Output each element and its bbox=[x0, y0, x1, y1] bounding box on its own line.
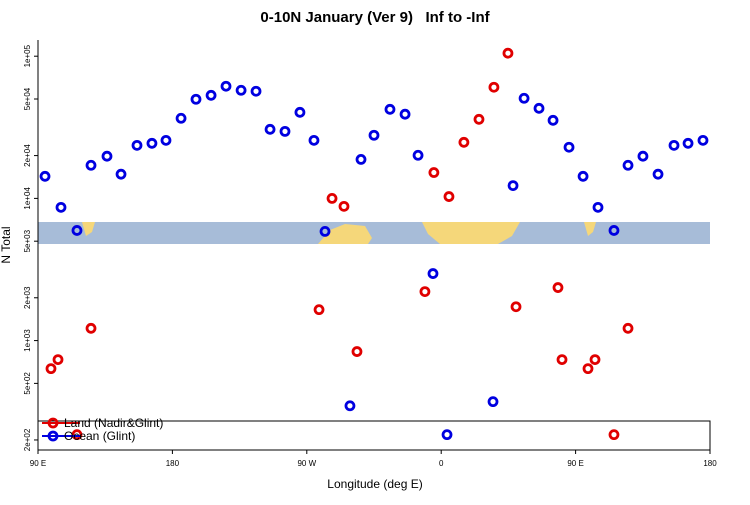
point bbox=[443, 191, 455, 202]
y-tick-label: 5e+03 bbox=[23, 229, 32, 252]
point bbox=[264, 123, 276, 135]
ocean-strip bbox=[38, 222, 710, 244]
point bbox=[487, 396, 499, 408]
point bbox=[250, 85, 262, 97]
y-tick-label: 1e+04 bbox=[23, 187, 32, 210]
point bbox=[518, 92, 530, 104]
point bbox=[368, 129, 380, 141]
point bbox=[582, 363, 594, 375]
point bbox=[608, 429, 620, 441]
point bbox=[85, 322, 97, 334]
point bbox=[235, 84, 247, 96]
point bbox=[351, 346, 363, 357]
y-tick-label: 2e+02 bbox=[23, 428, 32, 451]
point bbox=[507, 180, 519, 192]
point bbox=[419, 286, 431, 298]
point bbox=[608, 225, 620, 236]
point bbox=[101, 150, 113, 162]
point bbox=[441, 429, 453, 441]
point bbox=[488, 81, 500, 93]
y-axis-label: N Total bbox=[0, 226, 13, 263]
point bbox=[556, 354, 568, 365]
x-tick-label: 180 bbox=[166, 459, 180, 468]
point bbox=[85, 159, 97, 171]
point bbox=[52, 354, 64, 365]
land bbox=[422, 222, 520, 244]
point bbox=[592, 201, 604, 213]
point bbox=[131, 139, 143, 151]
map-strip bbox=[38, 222, 710, 244]
point bbox=[458, 136, 470, 148]
point bbox=[146, 137, 158, 149]
point bbox=[338, 200, 350, 212]
point bbox=[294, 106, 306, 118]
y-tick-label: 1e+03 bbox=[23, 329, 32, 352]
point bbox=[412, 149, 424, 161]
point bbox=[220, 80, 232, 92]
point bbox=[55, 201, 67, 213]
x-tick-label: 0 bbox=[439, 459, 444, 468]
chart-title: 0-10N January (Ver 9) Inf to -Inf bbox=[260, 9, 490, 26]
point bbox=[668, 139, 680, 151]
land bbox=[318, 224, 372, 244]
point bbox=[355, 154, 367, 165]
point bbox=[71, 429, 83, 441]
point bbox=[308, 134, 320, 146]
point bbox=[622, 322, 634, 334]
point bbox=[428, 167, 440, 178]
legend-marker bbox=[47, 417, 59, 429]
y-tick-label: 1e+05 bbox=[23, 44, 32, 67]
point bbox=[319, 225, 331, 237]
land bbox=[584, 222, 596, 236]
point bbox=[39, 170, 51, 182]
point bbox=[279, 125, 291, 137]
point bbox=[682, 137, 694, 149]
x-tick-label: 90 W bbox=[297, 459, 316, 468]
y-tick-label: 5e+02 bbox=[23, 372, 32, 395]
point bbox=[510, 301, 522, 313]
point bbox=[45, 363, 57, 375]
point bbox=[399, 108, 411, 120]
point bbox=[115, 168, 127, 180]
point bbox=[577, 170, 589, 182]
point bbox=[205, 89, 217, 101]
point bbox=[589, 354, 601, 365]
legend-frame bbox=[37, 420, 711, 451]
x-tick-label: 90 E bbox=[30, 459, 46, 468]
legend-label: Land (Nadir&Glint) bbox=[64, 416, 163, 430]
point bbox=[190, 93, 202, 105]
point bbox=[552, 282, 564, 293]
x-axis-label: Longitude (deg E) bbox=[327, 477, 422, 491]
point bbox=[427, 268, 439, 279]
point bbox=[71, 225, 83, 236]
y-tick-label: 2e+03 bbox=[23, 286, 32, 309]
y-tick-label: 2e+04 bbox=[23, 144, 32, 167]
point bbox=[344, 400, 356, 412]
point bbox=[313, 304, 325, 316]
legend-label: Ocean (Glint) bbox=[64, 429, 135, 443]
point bbox=[652, 168, 664, 180]
point bbox=[697, 134, 709, 146]
point bbox=[533, 102, 545, 114]
point bbox=[175, 112, 187, 124]
point bbox=[622, 159, 634, 171]
point bbox=[547, 114, 559, 126]
x-tick-label: 90 E bbox=[567, 459, 583, 468]
y-tick-label: 5e+04 bbox=[23, 87, 32, 110]
legend-marker bbox=[47, 430, 59, 442]
land bbox=[82, 222, 95, 236]
point bbox=[637, 150, 649, 162]
point bbox=[563, 141, 575, 153]
point bbox=[160, 134, 172, 146]
point bbox=[473, 113, 485, 125]
point bbox=[326, 192, 338, 204]
x-tick-label: 180 bbox=[703, 459, 717, 468]
point bbox=[384, 103, 396, 115]
point bbox=[502, 47, 514, 59]
